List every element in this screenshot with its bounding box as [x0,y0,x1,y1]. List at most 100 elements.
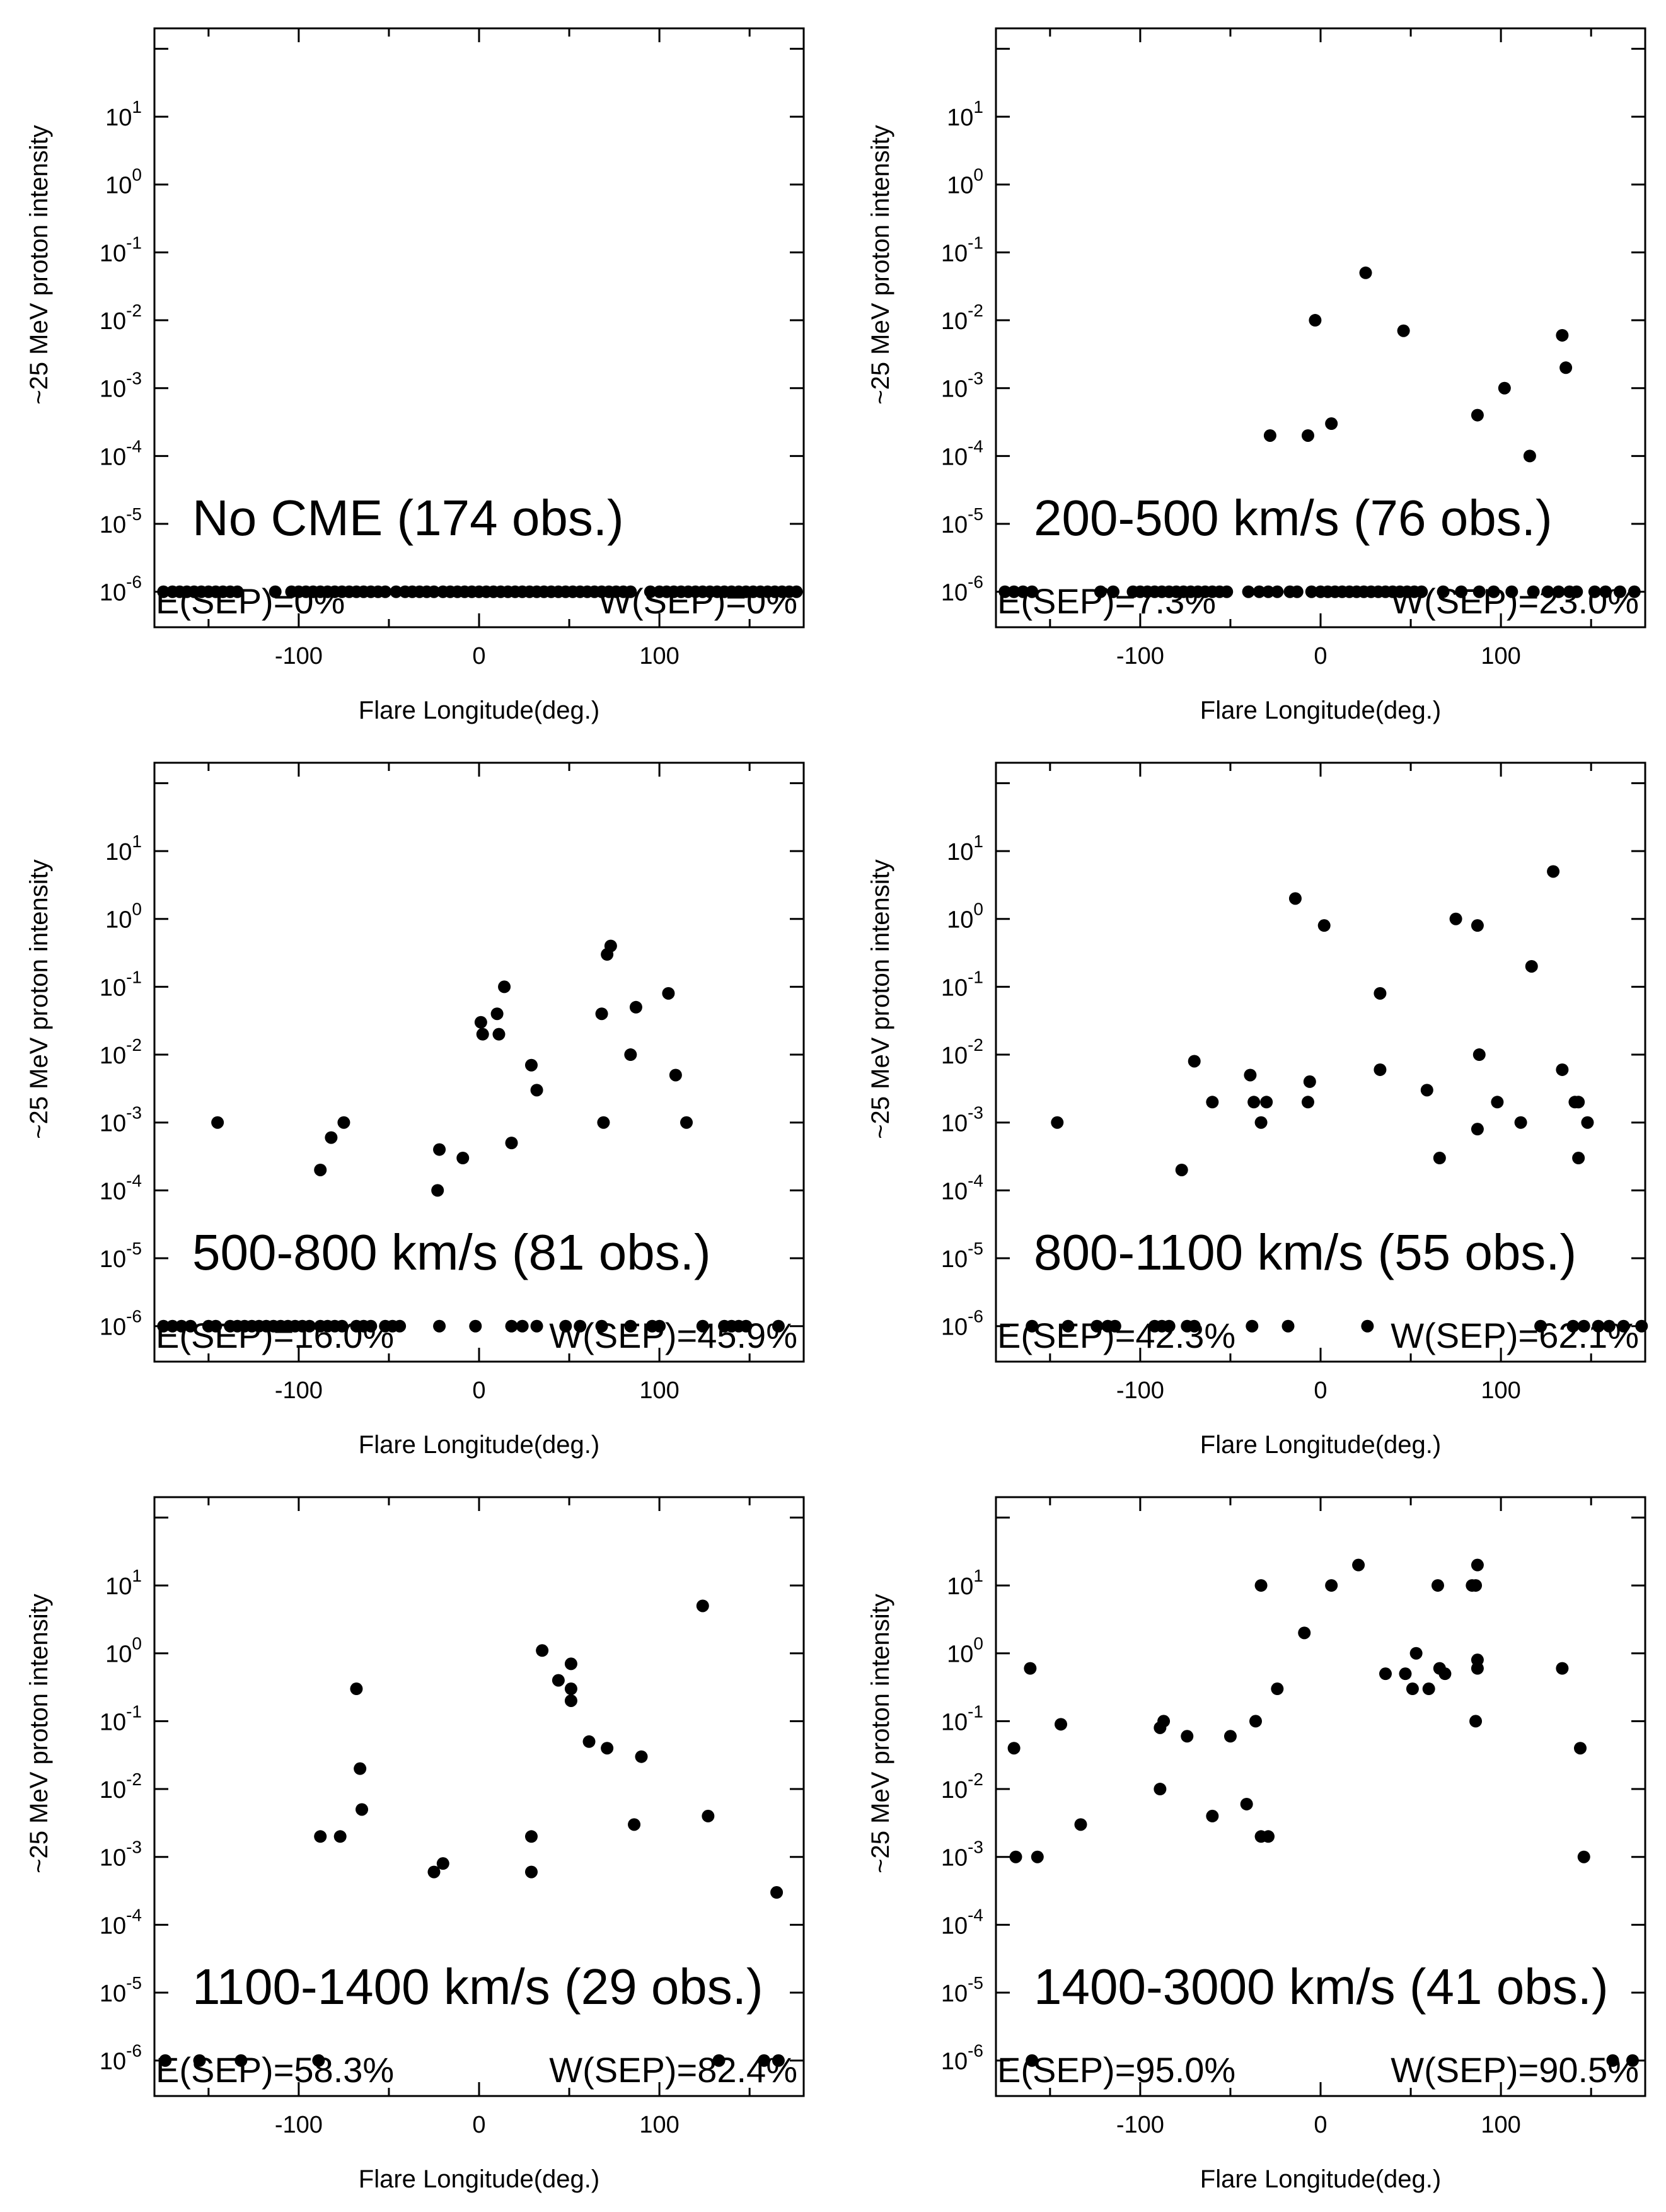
baseline-point [1271,585,1284,598]
data-point [1009,1850,1022,1863]
x-tick-label: 100 [1481,2112,1520,2138]
data-point [427,1865,441,1879]
data-point [1547,865,1560,878]
baseline-point [712,2054,726,2067]
data-point [669,1068,682,1082]
baseline-point [159,2054,172,2067]
y-tick-label: 10-3 [941,369,983,403]
y-tick-label: 10-4 [100,1171,142,1205]
y-tick-label: 10-1 [100,233,142,267]
baseline-point [1505,585,1518,598]
baseline-point [1262,585,1275,598]
baseline-point [574,1319,587,1333]
data-point [597,1116,610,1129]
data-point [1074,1818,1087,1831]
data-point [1303,1075,1316,1088]
y-tick-label: 100 [947,1634,983,1668]
baseline-point [696,1319,709,1333]
y-tick-label: 101 [105,97,142,131]
data-point [582,1735,596,1748]
baseline-point [1617,1319,1630,1333]
baseline-point [335,1319,349,1333]
data-point [552,1674,565,1687]
data-point [629,1000,642,1014]
y-tick-label: 101 [947,1566,983,1600]
west-sep-label: W(SEP)=90.5% [1391,2050,1639,2090]
data-point [1469,1579,1483,1592]
data-point [314,1163,327,1176]
baseline-point [1220,585,1234,598]
data-point [498,980,511,993]
x-tick-label: -100 [275,2112,323,2138]
y-tick-label: 10-2 [100,301,142,335]
west-sep-label: W(SEP)=45.9% [549,1316,797,1355]
y-tick-label: 10-6 [941,2041,983,2075]
baseline-point [157,1319,170,1333]
baseline-point [184,1319,197,1333]
x-tick-label: -100 [1116,1377,1164,1404]
baseline-point [516,1319,529,1333]
baseline-point [1534,1319,1547,1333]
data-point [1514,1116,1527,1129]
x-axis-label: Flare Longitude(deg.) [359,2165,599,2193]
speed-range-annotation: 500-800 km/s (81 obs.) [192,1224,711,1280]
baseline-point [530,1319,543,1333]
baseline-point [433,1319,446,1333]
y-tick-label: 101 [105,831,142,866]
baseline-point [1290,585,1304,598]
baseline-point [1188,1319,1201,1333]
baseline-point [1094,585,1107,598]
baseline-point [739,1319,753,1333]
data-point [1260,1096,1273,1109]
baseline-point [1007,585,1021,598]
data-point [505,1137,518,1150]
x-axis-label: Flare Longitude(deg.) [359,1431,599,1459]
data-point [1263,429,1276,442]
baseline-point [758,2054,771,2067]
baseline-point [364,1319,378,1333]
y-tick-label: 101 [105,1566,142,1600]
baseline-point [231,585,244,598]
data-point [1317,919,1331,932]
west-sep-label: W(SEP)=82.4% [549,2050,797,2090]
y-axis-label: ~25 MeV proton intensity [25,125,53,405]
data-point [1309,314,1322,327]
x-tick-label: -100 [275,1377,323,1404]
data-point [1433,1152,1446,1165]
y-tick-label: 10-5 [100,1239,142,1273]
data-point [1254,1116,1268,1129]
baseline-point [1026,2054,1039,2067]
y-tick-label: 10-2 [941,301,983,335]
baseline-point [312,2054,325,2067]
data-point [1175,1163,1188,1176]
panel-6: -100 0 100 10-6 10-5 10-4 10-3 10-2 10-1 100 101 Fl… [867,1496,1646,2193]
x-tick-label: -100 [275,643,323,669]
baseline-point [559,1319,572,1333]
y-tick-label: 10-1 [100,967,142,1001]
x-tick-label: 0 [1314,2112,1327,2138]
data-point [1247,1096,1261,1109]
baseline-point [390,585,403,598]
data-point [1498,381,1511,395]
data-point [1525,959,1538,973]
baseline-point [1628,585,1641,598]
baseline-point [624,1319,637,1333]
baseline-point [166,1319,179,1333]
baseline-point [303,1319,316,1333]
y-tick-label: 101 [947,97,983,131]
y-tick-label: 10-1 [941,1701,983,1735]
data-point [1055,1718,1067,1731]
data-point [1574,1742,1587,1755]
baseline-point [1626,2054,1639,2067]
data-point [1397,324,1410,337]
baseline-point [1281,1319,1295,1333]
data-point [1359,266,1372,279]
speed-range-annotation: 1400-3000 km/s (41 obs.) [1034,1959,1609,2015]
baseline-point [1599,585,1612,598]
baseline-point [269,585,282,598]
data-point [314,1830,327,1843]
data-point [1271,1682,1284,1696]
x-tick-label: 0 [472,1377,485,1404]
y-tick-label: 10-4 [941,1171,983,1205]
